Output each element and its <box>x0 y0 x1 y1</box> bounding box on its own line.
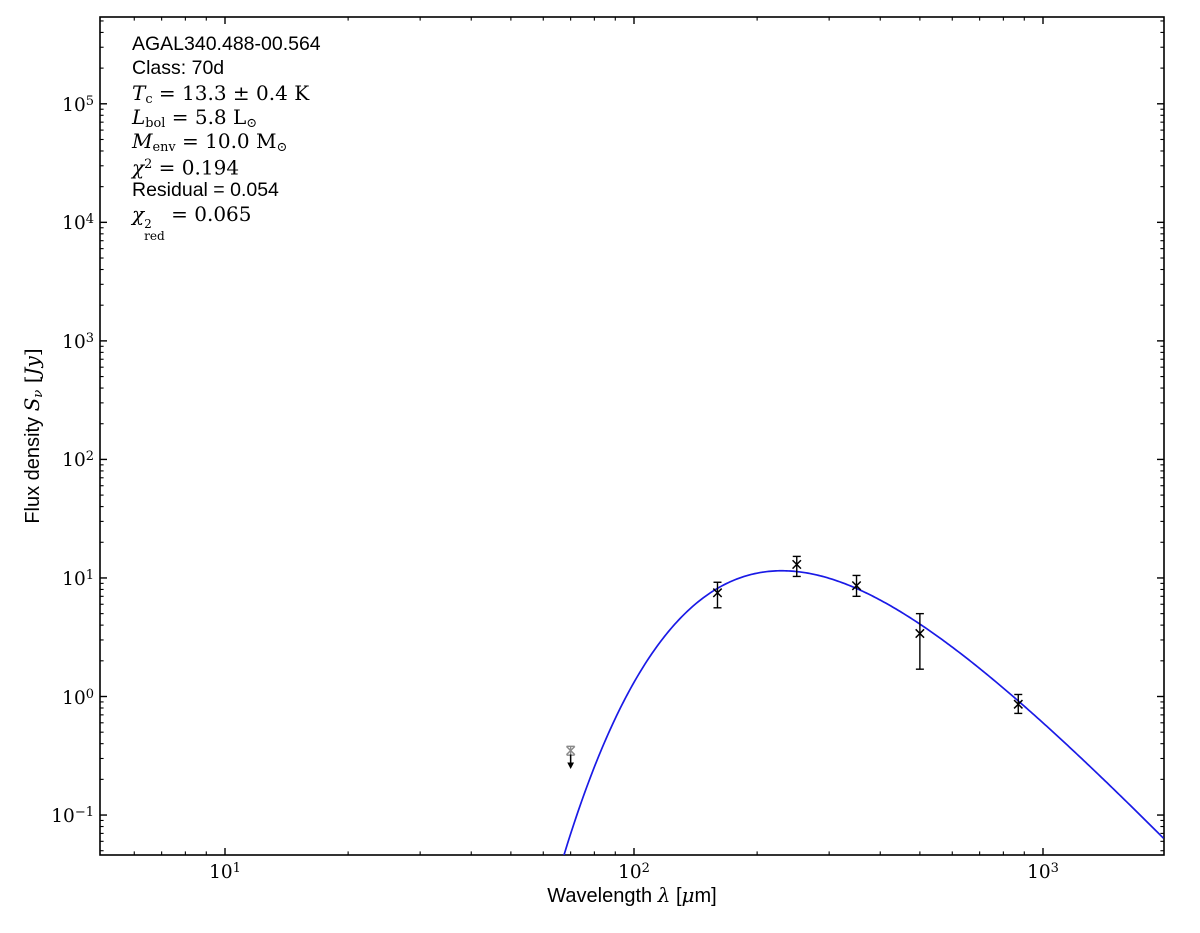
tick-label-base: 10 <box>62 331 86 353</box>
tick-label-base: 10 <box>618 861 642 883</box>
dust-temperature: Tc = 13.3 ± 0.4 K <box>132 80 321 107</box>
text-segment: bol <box>145 116 166 132</box>
y-tick-label: 10−1 <box>30 802 94 828</box>
text-segment: Class: 70d <box>132 57 225 80</box>
text-segment: Residual = 0.054 <box>132 178 279 201</box>
data-point <box>851 574 862 598</box>
text-segment: λ <box>657 883 671 907</box>
upper-limit-arrow-head <box>567 762 575 770</box>
text-segment: ⊙ <box>276 140 288 156</box>
tick-label-exponent: 1 <box>85 567 94 583</box>
text-segment: c <box>145 91 153 107</box>
text-segment: = 5.8 L <box>165 104 247 129</box>
text-segment: χ <box>132 155 145 180</box>
y-tick-label: 102 <box>30 446 94 472</box>
y-tick-label: 101 <box>30 565 94 591</box>
fit-parameters-annotation: AGAL340.488-00.564 Class: 70d Tc = 13.3 ± … <box>132 32 321 243</box>
text-segment: [ <box>670 885 682 907</box>
text-segment: L <box>132 104 146 129</box>
tick-label-exponent: 5 <box>85 93 94 109</box>
envelope-mass: Menv = 10.0 M⊙ <box>132 129 321 156</box>
y-tick-label: 100 <box>30 684 94 710</box>
text-segment: = 13.3 ± 0.4 K <box>152 80 310 105</box>
data-point <box>915 612 925 670</box>
text-segment: = 10.0 M <box>175 129 277 154</box>
data-point <box>712 581 723 609</box>
y-tick-label: 103 <box>30 328 94 354</box>
tick-label-exponent: 3 <box>85 330 94 346</box>
tick-label-base: 10 <box>62 450 86 472</box>
tick-label-exponent: 4 <box>85 212 94 228</box>
y-axis-label: Flux density Sν [Jy] <box>20 348 46 523</box>
tick-label-exponent: 3 <box>1050 861 1059 876</box>
tick-label-base: 10 <box>209 861 233 883</box>
x-marker <box>915 628 925 639</box>
x-marker <box>851 580 862 591</box>
text-segment: = 0.065 <box>164 202 252 227</box>
tick-label-exponent: 2 <box>85 449 94 465</box>
chi-squared-reduced: χ 2 red = 0.065 <box>132 202 321 243</box>
x-marker <box>712 588 723 598</box>
text-segment: [ <box>19 375 44 390</box>
text-segment: Flux density <box>21 411 44 524</box>
text-segment: ] <box>19 348 44 357</box>
tick-label-exponent: 1 <box>232 861 241 876</box>
x-marker <box>565 745 576 756</box>
tick-label-exponent: −1 <box>74 805 94 821</box>
data-point <box>1013 693 1023 715</box>
text-segment: red <box>144 229 165 244</box>
y-tick-label: 104 <box>30 209 94 235</box>
text-segment: m] <box>694 885 717 907</box>
tick-label-base: 10 <box>62 568 86 590</box>
tick-label-base: 10 <box>62 687 86 709</box>
tick-label-exponent: 0 <box>85 686 94 702</box>
text-segment: Jy <box>19 356 44 376</box>
x-tick-label: 101 <box>190 858 260 884</box>
chi-squared: χ2 = 0.194 <box>132 153 321 180</box>
upper-limit-point <box>565 745 576 770</box>
text-segment: χ <box>132 202 145 227</box>
text-segment: AGAL340.488-00.564 <box>132 33 321 55</box>
text-segment: 2 <box>144 157 153 173</box>
text-segment: env <box>152 140 176 156</box>
text-segment: S <box>19 397 44 412</box>
text-segment: Wavelength <box>547 885 658 907</box>
text-segment: ν <box>31 389 47 398</box>
sup-sub-stack: 2 red <box>144 218 165 243</box>
class-label: Class: 70d <box>132 56 321 80</box>
x-marker <box>1013 699 1023 709</box>
x-tick-label: 102 <box>599 858 669 884</box>
text-segment: T <box>132 80 146 105</box>
text-segment: μ <box>681 883 695 907</box>
tick-label-base: 10 <box>51 805 75 827</box>
axes-frame <box>99 16 1165 856</box>
tick-label-base: 10 <box>62 213 86 235</box>
x-tick-label: 103 <box>1008 858 1078 884</box>
tick-label-base: 10 <box>62 94 86 116</box>
residual: Residual = 0.054 <box>132 178 321 202</box>
greybody-fit-curve <box>563 569 1164 855</box>
bolometric-luminosity: Lbol = 5.8 L⊙ <box>132 104 321 132</box>
x-axis-label: Wavelength λ [μm] <box>547 883 716 908</box>
text-segment: 2 <box>144 216 152 231</box>
data-point <box>792 555 802 578</box>
text-segment: = 0.194 <box>152 155 240 180</box>
y-tick-label: 105 <box>30 91 94 117</box>
source-name: AGAL340.488-00.564 <box>132 32 321 56</box>
tick-label-base: 10 <box>1027 861 1051 883</box>
x-marker <box>792 559 802 570</box>
text-segment: M <box>132 129 153 154</box>
tick-label-exponent: 2 <box>641 861 650 876</box>
text-segment: ⊙ <box>246 116 258 132</box>
